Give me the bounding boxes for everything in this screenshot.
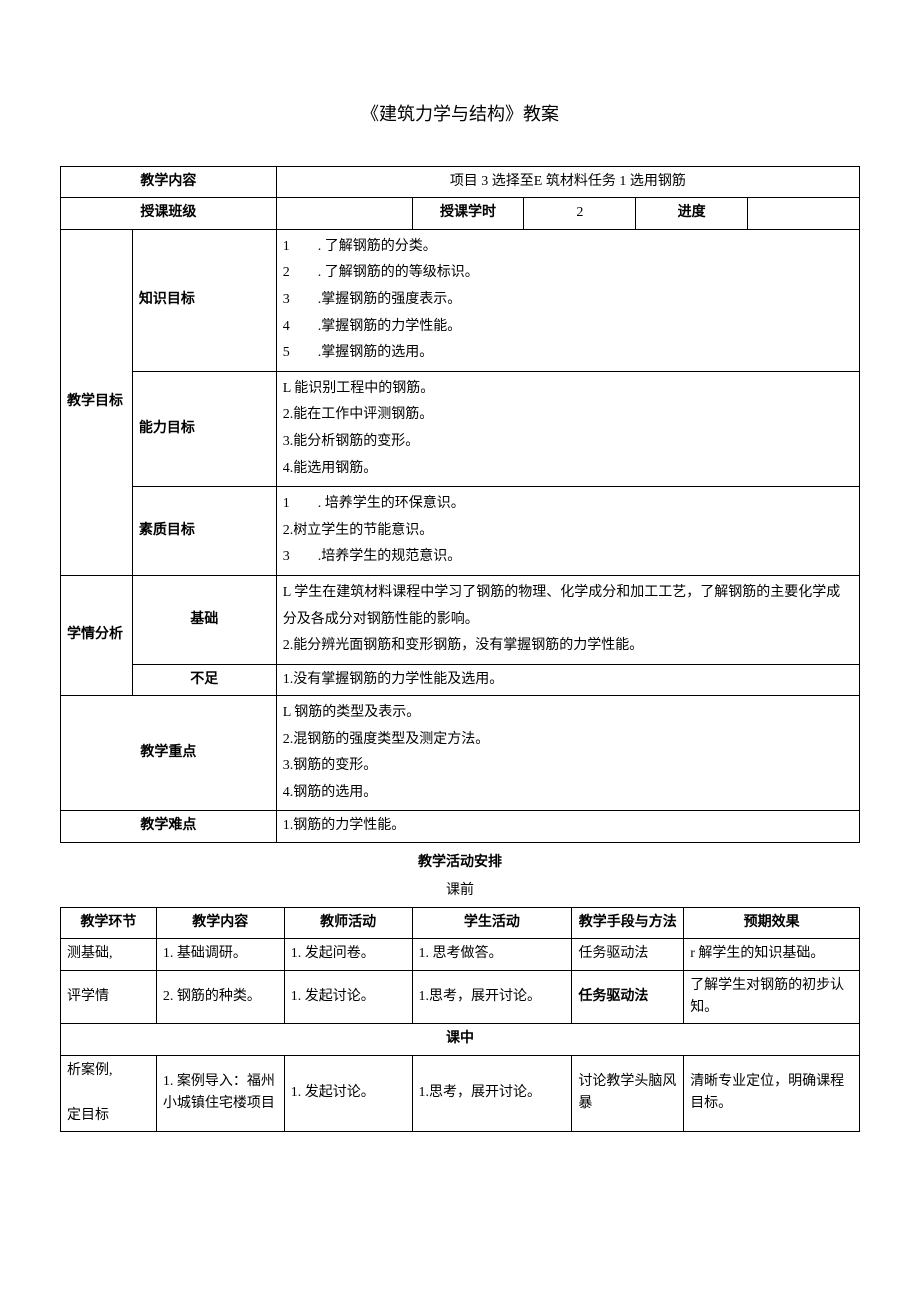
key-items: L 钢筋的类型及表示。 2.混钢筋的强度类型及测定方法。 3.钢筋的变形。 4.… [276,696,859,811]
cell-method: 任务驱动法 [572,970,684,1024]
before-class-title: 课前 [60,879,860,899]
activity-table: 教学环节 教学内容 教师活动 学生活动 教学手段与方法 预期效果 测基础, 1.… [60,907,860,1132]
col-method: 教学手段与方法 [572,907,684,938]
table-row: 授课班级 授课学时 2 进度 [61,198,860,229]
progress-value [748,198,860,229]
cell-student: 1.思考，展开讨论。 [412,970,572,1024]
cell-student: 1.思考，展开讨论。 [412,1055,572,1131]
cell-content: 1. 案例导入：福州小城镇住宅楼项目 [156,1055,284,1131]
teaching-content-value: 项目 3 选择至E 筑材料任务 1 选用钢筋 [276,167,859,198]
cell-phase: 测基础, [61,939,157,970]
situation-label: 学情分析 [61,575,133,695]
table-row: 学情分析 基础 L 学生在建筑材料课程中学习了钢筋的物理、化学成分和加工工艺，了… [61,575,860,664]
difficulty-items: 1.钢筋的力学性能。 [276,811,859,842]
hours-label: 授课学时 [412,198,524,229]
cell-phase: 析案例, 定目标 [61,1055,157,1131]
cell-effect: 清晰专业定位，明确课程目标。 [684,1055,860,1131]
knowledge-items: 1 . 了解钢筋的分类。 2 . 了解钢筋的的等级标识。 3 .掌握钢筋的强度表… [276,229,859,371]
cell-effect: 了解学生对钢筋的初步认知。 [684,970,860,1024]
cell-teacher: 1. 发起问卷。 [284,939,412,970]
cell-teacher: 1. 发起讨论。 [284,1055,412,1131]
basis-label: 基础 [132,575,276,664]
table-row: 测基础, 1. 基础调研。 1. 发起问卷。 1. 思考做答。 任务驱动法 r … [61,939,860,970]
page-title: 《建筑力学与结构》教案 [60,100,860,126]
quality-label: 素质目标 [132,487,276,576]
col-teacher: 教师活动 [284,907,412,938]
table-row: 教学重点 L 钢筋的类型及表示。 2.混钢筋的强度类型及测定方法。 3.钢筋的变… [61,696,860,811]
ability-items: L 能识别工程中的钢筋。 2.能在工作中评测钢筋。 3.能分析钢筋的变形。 4.… [276,371,859,486]
lesson-plan-table: 教学内容 项目 3 选择至E 筑材料任务 1 选用钢筋 授课班级 授课学时 2 … [60,166,860,843]
knowledge-label: 知识目标 [132,229,276,371]
activity-title: 教学活动安排 [60,851,860,871]
table-header-row: 教学环节 教学内容 教师活动 学生活动 教学手段与方法 预期效果 [61,907,860,938]
in-class-title: 课中 [61,1024,860,1055]
cell-method: 讨论教学头脑风暴 [572,1055,684,1131]
teaching-content-label: 教学内容 [61,167,277,198]
key-label: 教学重点 [61,696,277,811]
shortage-label: 不足 [132,664,276,695]
difficulty-label: 教学难点 [61,811,277,842]
table-row: 析案例, 定目标 1. 案例导入：福州小城镇住宅楼项目 1. 发起讨论。 1.思… [61,1055,860,1131]
hours-value: 2 [524,198,636,229]
progress-label: 进度 [636,198,748,229]
cell-content: 2. 钢筋的种类。 [156,970,284,1024]
table-row: 评学情 2. 钢筋的种类。 1. 发起讨论。 1.思考，展开讨论。 任务驱动法 … [61,970,860,1024]
cell-content: 1. 基础调研。 [156,939,284,970]
class-label: 授课班级 [61,198,277,229]
shortage-items: 1.没有掌握钢筋的力学性能及选用。 [276,664,859,695]
table-row: 课中 [61,1024,860,1055]
cell-method: 任务驱动法 [572,939,684,970]
ability-label: 能力目标 [132,371,276,486]
table-row: 不足 1.没有掌握钢筋的力学性能及选用。 [61,664,860,695]
table-row: 教学内容 项目 3 选择至E 筑材料任务 1 选用钢筋 [61,167,860,198]
quality-items: 1 . 培养学生的环保意识。 2.树立学生的节能意识。 3 .培养学生的规范意识… [276,487,859,576]
col-effect: 预期效果 [684,907,860,938]
cell-phase: 评学情 [61,970,157,1024]
table-row: 素质目标 1 . 培养学生的环保意识。 2.树立学生的节能意识。 3 .培养学生… [61,487,860,576]
cell-effect: r 解学生的知识基础。 [684,939,860,970]
basis-items: L 学生在建筑材料课程中学习了钢筋的物理、化学成分和加工工艺，了解钢筋的主要化学… [276,575,859,664]
cell-teacher: 1. 发起讨论。 [284,970,412,1024]
table-row: 教学难点 1.钢筋的力学性能。 [61,811,860,842]
col-phase: 教学环节 [61,907,157,938]
cell-student: 1. 思考做答。 [412,939,572,970]
class-value [276,198,412,229]
table-row: 教学目标 知识目标 1 . 了解钢筋的分类。 2 . 了解钢筋的的等级标识。 3… [61,229,860,371]
col-student: 学生活动 [412,907,572,938]
col-content: 教学内容 [156,907,284,938]
table-row: 能力目标 L 能识别工程中的钢筋。 2.能在工作中评测钢筋。 3.能分析钢筋的变… [61,371,860,486]
goals-label: 教学目标 [61,229,133,575]
